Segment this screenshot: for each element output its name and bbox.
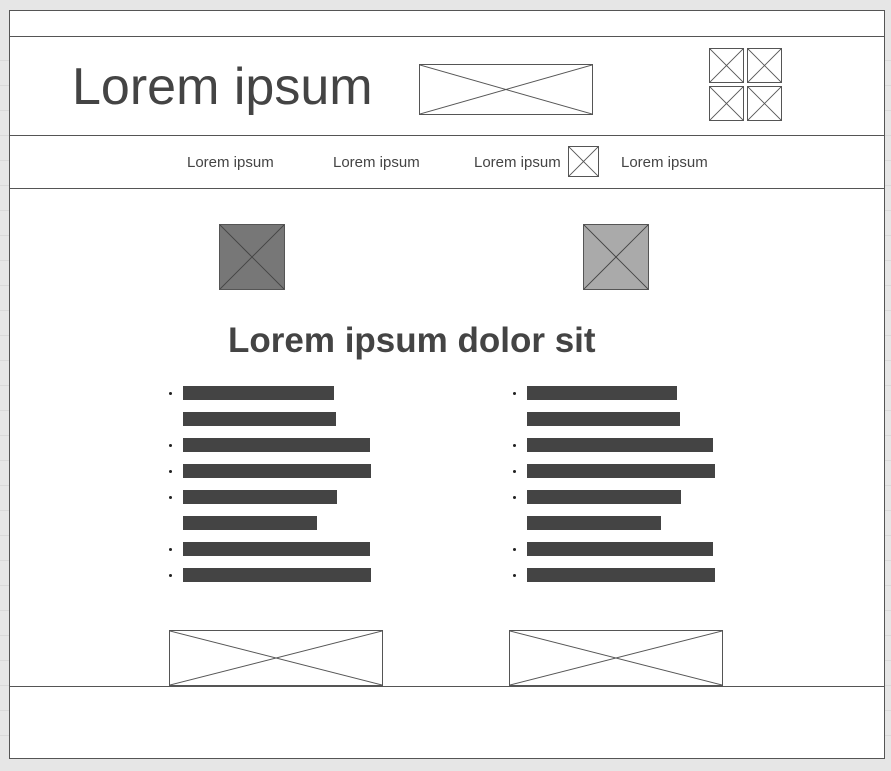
list-bullet (513, 444, 516, 447)
text-line-placeholder (183, 542, 370, 556)
banner-image-placeholder (419, 64, 593, 115)
nav-divider (10, 188, 884, 189)
social-icon-2[interactable] (747, 48, 782, 83)
list-bullet (169, 444, 172, 447)
list-bullet (513, 470, 516, 473)
placeholder-cross-icon (710, 87, 743, 120)
header-divider (10, 135, 884, 136)
list-bullet (513, 574, 516, 577)
placeholder-cross-icon (420, 65, 592, 114)
nav-item-2[interactable]: Lorem ipsum (333, 154, 420, 171)
text-line-placeholder (183, 386, 334, 400)
social-icon-4[interactable] (747, 86, 782, 121)
text-line-placeholder (183, 516, 317, 530)
placeholder-cross-icon (584, 225, 648, 289)
text-line-placeholder (527, 464, 715, 478)
list-bullet (169, 548, 172, 551)
placeholder-cross-icon (170, 631, 382, 685)
placeholder-cross-icon (220, 225, 284, 289)
list-bullet (513, 392, 516, 395)
left-button-placeholder[interactable] (169, 630, 383, 686)
text-line-placeholder (527, 516, 661, 530)
nav-item-4[interactable]: Lorem ipsum (621, 154, 708, 171)
text-line-placeholder (183, 490, 337, 504)
placeholder-cross-icon (748, 49, 781, 82)
text-line-placeholder (183, 464, 371, 478)
social-icon-1[interactable] (709, 48, 744, 83)
section-heading: Lorem ipsum dolor sit (228, 321, 596, 360)
list-bullet (513, 548, 516, 551)
list-bullet (169, 470, 172, 473)
list-bullet (513, 496, 516, 499)
text-line-placeholder (527, 568, 715, 582)
footer-divider (10, 686, 884, 687)
wireframe-canvas: Lorem ipsum Lorem ipsum Lorem ipsum Lore… (9, 10, 885, 759)
placeholder-cross-icon (710, 49, 743, 82)
placeholder-cross-icon (510, 631, 722, 685)
site-logo-text[interactable]: Lorem ipsum (72, 58, 373, 116)
feature-image-left (219, 224, 285, 290)
placeholder-cross-icon (748, 87, 781, 120)
text-line-placeholder (527, 412, 680, 426)
text-line-placeholder (183, 438, 370, 452)
list-bullet (169, 574, 172, 577)
text-line-placeholder (527, 438, 713, 452)
nav-dropdown-icon[interactable] (568, 146, 599, 177)
text-line-placeholder (527, 490, 681, 504)
list-bullet (169, 496, 172, 499)
top-bar-divider (10, 36, 884, 37)
list-bullet (169, 392, 172, 395)
placeholder-cross-icon (569, 147, 598, 176)
text-line-placeholder (183, 412, 336, 426)
right-button-placeholder[interactable] (509, 630, 723, 686)
text-line-placeholder (527, 542, 713, 556)
nav-item-1[interactable]: Lorem ipsum (187, 154, 274, 171)
text-line-placeholder (527, 386, 677, 400)
text-line-placeholder (183, 568, 371, 582)
feature-image-right (583, 224, 649, 290)
nav-item-3[interactable]: Lorem ipsum (474, 154, 561, 171)
social-icon-3[interactable] (709, 86, 744, 121)
